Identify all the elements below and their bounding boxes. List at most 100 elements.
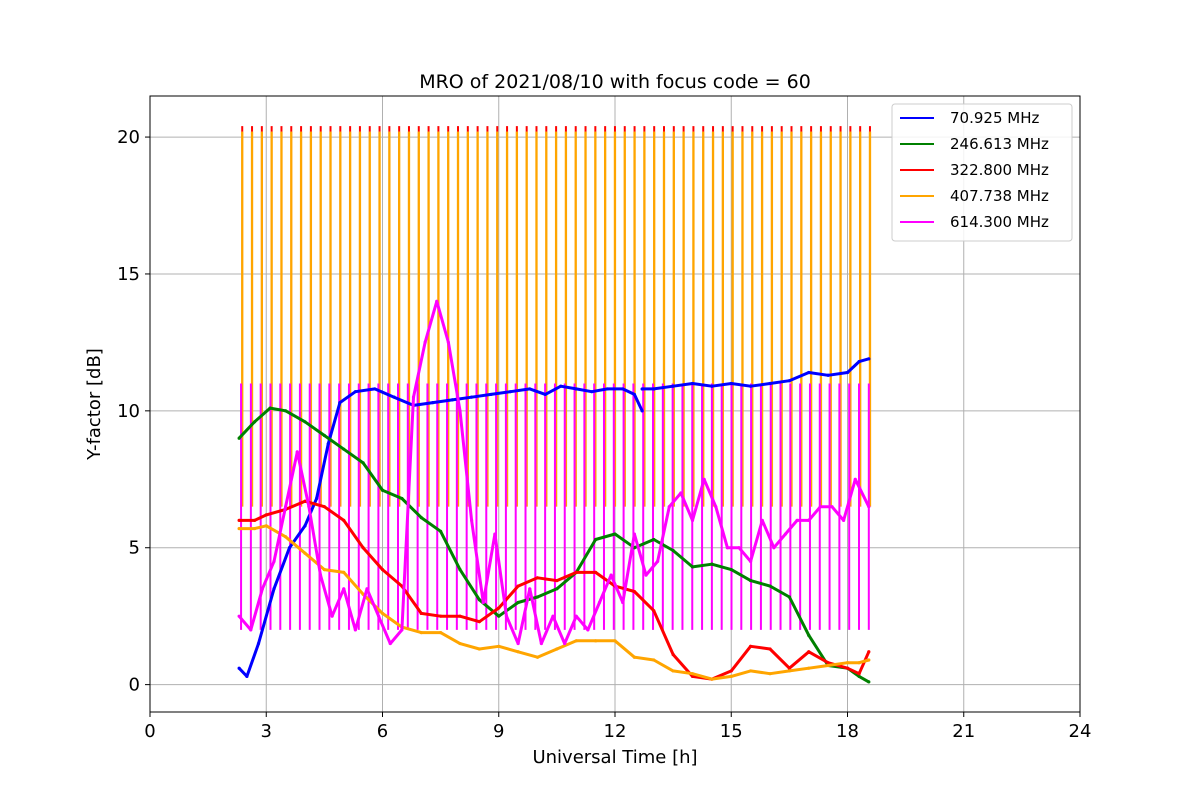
cal-pulse-flat-61 <box>839 131 842 507</box>
series-5-point-36 <box>656 559 660 564</box>
cal-pulse-flat-16 <box>398 131 401 507</box>
series-3-point-12 <box>458 614 462 618</box>
series-4-point-15 <box>516 650 520 654</box>
series-4-point-25 <box>710 677 714 681</box>
cal-pulse-flat-33 <box>564 131 568 507</box>
series-5-point-18 <box>446 340 450 344</box>
cal-pulse-flat-31 <box>545 131 548 507</box>
x-tick-label-6: 18 <box>836 721 859 742</box>
series-1-point-5 <box>729 381 733 386</box>
series-4-point-16 <box>535 655 540 659</box>
cal-pulse-flat-57 <box>800 131 803 507</box>
series-5-point-54 <box>867 505 871 509</box>
series-2-point-14 <box>497 614 501 618</box>
cal-pulse-flat-20 <box>437 131 440 507</box>
series-5-point-5 <box>295 450 299 454</box>
cal-pulse-flat-48 <box>711 131 715 507</box>
series-5-point-49 <box>807 518 811 522</box>
series-0-point-0 <box>237 666 241 670</box>
x-tick-label-5: 15 <box>720 721 743 742</box>
series-0-point-26 <box>640 409 644 413</box>
series-5-point-38 <box>679 491 683 495</box>
series-5-point-16 <box>423 340 427 344</box>
series-4-point-31 <box>826 663 830 668</box>
cal-pulse-flat-34 <box>574 131 577 507</box>
series-5-point-0 <box>237 614 241 618</box>
series-5-point-21 <box>481 600 485 605</box>
cal-pulse-flat-7 <box>309 131 313 507</box>
series-5-point-35 <box>644 573 648 577</box>
cal-pulse-flat-52 <box>751 131 754 507</box>
series-0-point-10 <box>373 387 377 391</box>
series-5-point-39 <box>690 518 695 522</box>
series-0-point-5 <box>303 524 307 528</box>
series-4-point-24 <box>690 672 695 676</box>
series-2-point-11 <box>439 529 443 533</box>
cal-pulse-flat-22 <box>456 131 460 507</box>
cal-pulse-flat-18 <box>417 131 420 507</box>
series-5-point-11 <box>365 587 369 591</box>
cal-pulse-flat-64 <box>868 131 872 507</box>
series-2-point-28 <box>768 584 772 588</box>
series-5-point-2 <box>260 587 264 591</box>
series-5-point-34 <box>632 532 636 536</box>
series-1-point-4 <box>710 384 714 388</box>
series-2-point-4 <box>303 420 307 424</box>
series-2-point-17 <box>555 587 559 591</box>
series-5-point-23 <box>504 614 509 618</box>
series-0-point-18 <box>528 387 532 391</box>
series-5-point-50 <box>818 505 822 509</box>
series-4-point-5 <box>322 568 326 572</box>
series-4-point-13 <box>477 647 481 651</box>
cal-pulse-flat-47 <box>702 131 705 507</box>
series-4-point-27 <box>749 669 753 673</box>
cal-pulse-flat-0 <box>241 131 244 507</box>
cal-pulse-flat-2 <box>260 131 264 507</box>
series-3-point-31 <box>826 661 830 665</box>
series-4-point-28 <box>768 672 772 676</box>
series-5-point-48 <box>795 518 799 522</box>
series-1-point-6 <box>749 384 753 388</box>
series-1-point-13 <box>867 357 871 361</box>
series-2-point-27 <box>749 578 753 583</box>
series-3-point-27 <box>749 644 753 648</box>
series-2-point-13 <box>477 598 481 602</box>
series-3-point-15 <box>516 584 520 588</box>
series-4-point-34 <box>867 658 871 662</box>
x-tick-label-8: 24 <box>1069 721 1092 742</box>
series-3-point-14 <box>497 606 501 610</box>
series-3-point-6 <box>342 518 346 522</box>
series-2-point-10 <box>419 516 423 520</box>
series-1-point-7 <box>768 381 772 386</box>
series-5-point-6 <box>307 505 311 509</box>
series-5-point-12 <box>377 614 381 618</box>
y-tick-label-0: 0 <box>129 675 140 696</box>
series-3-point-29 <box>787 666 791 670</box>
x-tick-label-7: 21 <box>952 721 975 742</box>
series-1-point-8 <box>787 379 791 383</box>
series-4-point-0 <box>237 526 241 531</box>
series-5-point-26 <box>539 641 543 646</box>
cal-pulse-flat-63 <box>859 131 862 507</box>
cal-pulse-flat-40 <box>633 131 636 507</box>
series-1-point-11 <box>845 370 850 375</box>
y-tick-label-2: 10 <box>117 401 140 422</box>
series-0-point-2 <box>256 641 261 646</box>
series-2-point-25 <box>710 562 714 566</box>
series-3-point-21 <box>632 589 636 594</box>
cal-pulse-flat-12 <box>358 131 362 507</box>
cal-pulse-flat-56 <box>790 131 793 507</box>
series-0-point-11 <box>392 395 396 399</box>
cal-pulse-flat-46 <box>692 131 695 507</box>
series-5-point-28 <box>563 641 567 646</box>
series-5-point-52 <box>842 518 846 522</box>
series-2-point-20 <box>613 532 617 536</box>
cal-pulse-flat-26 <box>496 131 499 507</box>
series-5-point-51 <box>830 505 834 509</box>
series-2-point-24 <box>690 565 695 569</box>
series-0-point-23 <box>605 387 609 391</box>
series-4-point-21 <box>632 655 636 659</box>
series-5-point-10 <box>353 628 357 632</box>
cal-pulse-flat-5 <box>290 131 293 507</box>
cal-pulse-flat-38 <box>613 131 617 507</box>
